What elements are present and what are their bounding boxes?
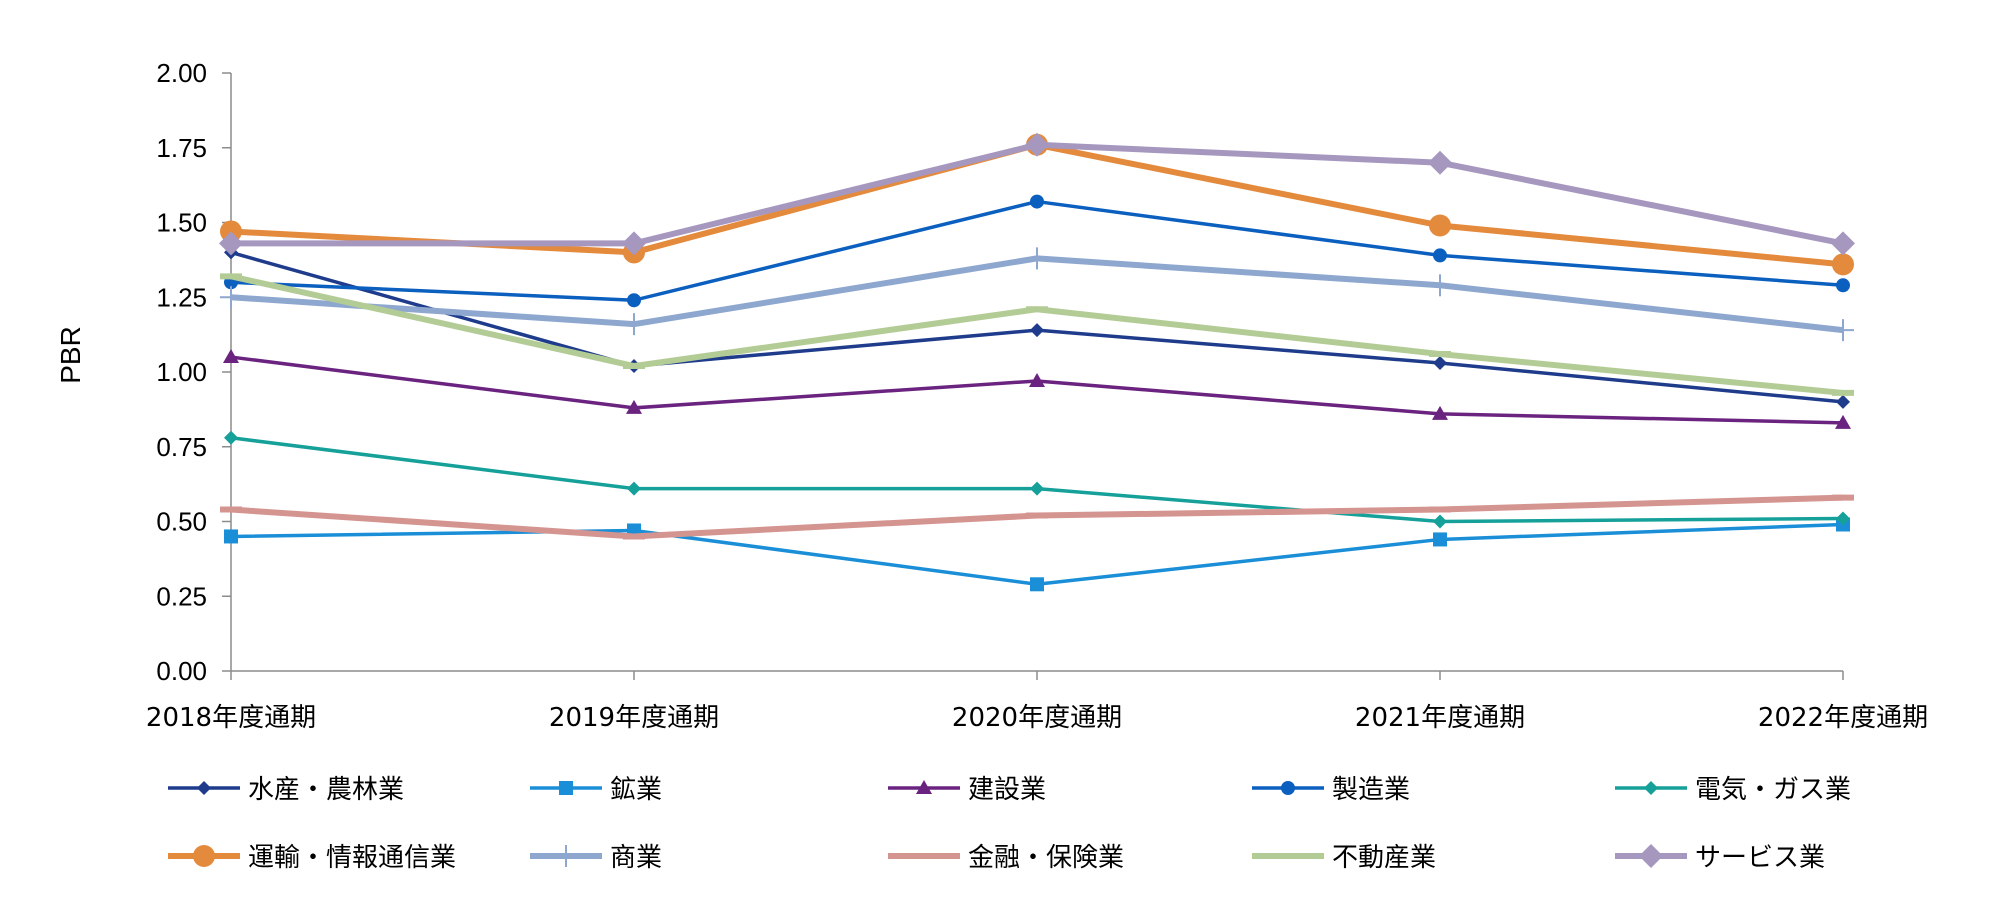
legend-label: 建設業 — [968, 775, 1046, 805]
legend-item: 金融・保険業 — [888, 843, 1124, 873]
legend-marker-icon — [555, 845, 577, 867]
legend-item: 水産・農林業 — [168, 775, 404, 805]
series-line — [231, 141, 1844, 247]
series-layer — [219, 132, 1855, 592]
series-line — [230, 436, 1844, 524]
data-point — [219, 231, 243, 256]
data-point — [1025, 132, 1049, 157]
legend-label: 電気・ガス業 — [1695, 775, 1851, 805]
legend-marker-icon — [1644, 781, 1658, 795]
data-point — [1428, 150, 1452, 175]
x-tick-label: 2021年度通期 — [1355, 703, 1525, 733]
series-10 — [219, 132, 1855, 256]
data-point — [223, 349, 239, 364]
series-8 — [220, 494, 1854, 540]
data-point — [1026, 247, 1048, 270]
y-tick-label: 0.50 — [156, 507, 207, 537]
data-point — [1433, 248, 1447, 263]
y-axis-title: PBR — [55, 326, 86, 384]
legend-label: 水産・農林業 — [248, 775, 404, 805]
data-point — [1030, 577, 1044, 592]
data-point — [1836, 278, 1850, 293]
data-point — [1030, 481, 1044, 496]
y-tick-label: 2.00 — [156, 58, 207, 88]
series-3 — [223, 349, 1851, 429]
axes: 0.00 0.25 0.50 0.75 1.00 1.25 1.50 1.75 2.00 2018… — [146, 58, 1928, 733]
legend-marker-icon — [1281, 781, 1295, 795]
data-point — [1836, 394, 1850, 409]
legend-label: 商業 — [610, 843, 662, 873]
data-point — [1832, 253, 1854, 276]
y-tick-label: 1.50 — [156, 208, 207, 238]
data-point — [1433, 514, 1447, 529]
data-point — [1429, 214, 1451, 237]
y-tick-label: 0.25 — [156, 581, 207, 611]
series-5 — [224, 430, 1850, 529]
series-7 — [220, 247, 1854, 342]
legend-marker-icon — [1639, 844, 1663, 868]
x-tick-label: 2020年度通期 — [952, 703, 1122, 733]
legend-item: 製造業 — [1252, 775, 1410, 805]
legend-item: 鉱業 — [530, 775, 662, 805]
legend-marker-icon — [916, 780, 932, 794]
legend-item: 運輸・情報通信業 — [168, 843, 456, 873]
data-point — [623, 313, 645, 336]
data-point — [224, 529, 238, 544]
legend-item: 商業 — [530, 843, 662, 873]
series-2 — [224, 517, 1850, 592]
data-point — [627, 293, 641, 308]
y-tick-label: 0.75 — [156, 432, 207, 462]
legend-item: 不動産業 — [1252, 843, 1436, 873]
x-tick-label: 2019年度通期 — [549, 703, 719, 733]
data-point — [224, 430, 238, 445]
series-line — [230, 522, 1844, 587]
data-point — [1029, 372, 1045, 387]
y-tick-label: 1.75 — [156, 133, 207, 163]
data-point — [1030, 323, 1044, 338]
legend-label: 製造業 — [1332, 775, 1410, 805]
data-point — [1432, 405, 1448, 420]
legend-marker-icon — [193, 845, 215, 867]
data-point — [622, 231, 646, 256]
data-point — [626, 399, 642, 414]
legend-marker-icon — [559, 781, 573, 795]
data-point — [1832, 319, 1854, 342]
legend-label: 運輸・情報通信業 — [248, 843, 456, 873]
y-tick-label: 1.00 — [156, 357, 207, 387]
legend-label: 不動産業 — [1332, 843, 1436, 873]
legend-label: サービス業 — [1695, 843, 1825, 873]
legend-label: 鉱業 — [610, 775, 662, 805]
data-point — [1433, 356, 1447, 371]
x-tick-label: 2018年度通期 — [146, 703, 316, 733]
legend-marker-icon — [197, 781, 211, 795]
legend-item: 建設業 — [888, 775, 1046, 805]
series-9 — [220, 273, 1854, 396]
data-point — [220, 286, 242, 309]
data-point — [627, 481, 641, 496]
x-tick-label: 2022年度通期 — [1758, 703, 1928, 733]
data-point — [1429, 274, 1451, 297]
y-tick-label: 0.00 — [156, 656, 207, 686]
data-point — [1836, 511, 1850, 526]
legend-label: 金融・保険業 — [968, 843, 1124, 873]
data-point — [1835, 414, 1851, 429]
legend-item: サービス業 — [1615, 843, 1825, 873]
data-point — [1433, 532, 1447, 547]
data-point — [1831, 231, 1855, 256]
data-point — [1030, 194, 1044, 209]
y-tick-label: 1.25 — [156, 282, 207, 312]
legend-item: 電気・ガス業 — [1615, 775, 1851, 805]
